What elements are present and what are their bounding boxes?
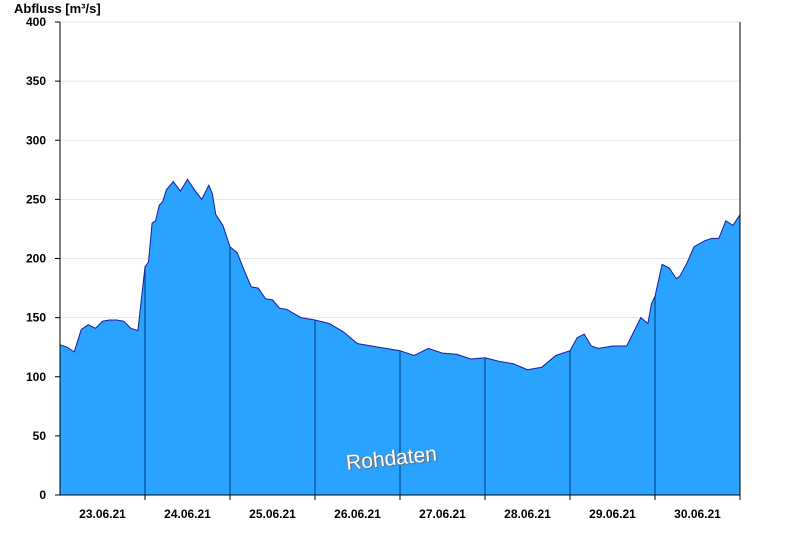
- x-tick-label: 25.06.21: [249, 507, 296, 521]
- y-tick-label: 0: [39, 488, 46, 502]
- day-separators: [144, 22, 741, 495]
- y-axis-label: Abfluss [m³/s]: [14, 1, 101, 16]
- y-tick-label: 50: [33, 429, 47, 443]
- x-tick-label: 24.06.21: [164, 507, 211, 521]
- y-tick-labels: 0 50 100 150 200 250 300 350 400: [26, 15, 60, 502]
- y-tick-label: 300: [26, 133, 46, 147]
- area-line: [59, 178, 741, 371]
- x-tick-label: 28.06.21: [504, 507, 551, 521]
- y-tick-label: 350: [26, 74, 46, 88]
- x-tick-label: 26.06.21: [334, 507, 381, 521]
- x-tick-label: 29.06.21: [589, 507, 636, 521]
- y-tick-label: 200: [26, 252, 46, 266]
- y-tick-label: 100: [26, 370, 46, 384]
- y-tick-label: 150: [26, 311, 46, 325]
- x-tick-label: 30.06.21: [674, 507, 721, 521]
- x-tick-label: 23.06.21: [79, 507, 126, 521]
- y-tick-label: 250: [26, 192, 46, 206]
- x-tick-label: 27.06.21: [419, 507, 466, 521]
- x-tick-labels: 23.06.21 24.06.21 25.06.21 26.06.21 27.06.21…: [79, 495, 741, 521]
- y-tick-label: 400: [26, 15, 46, 29]
